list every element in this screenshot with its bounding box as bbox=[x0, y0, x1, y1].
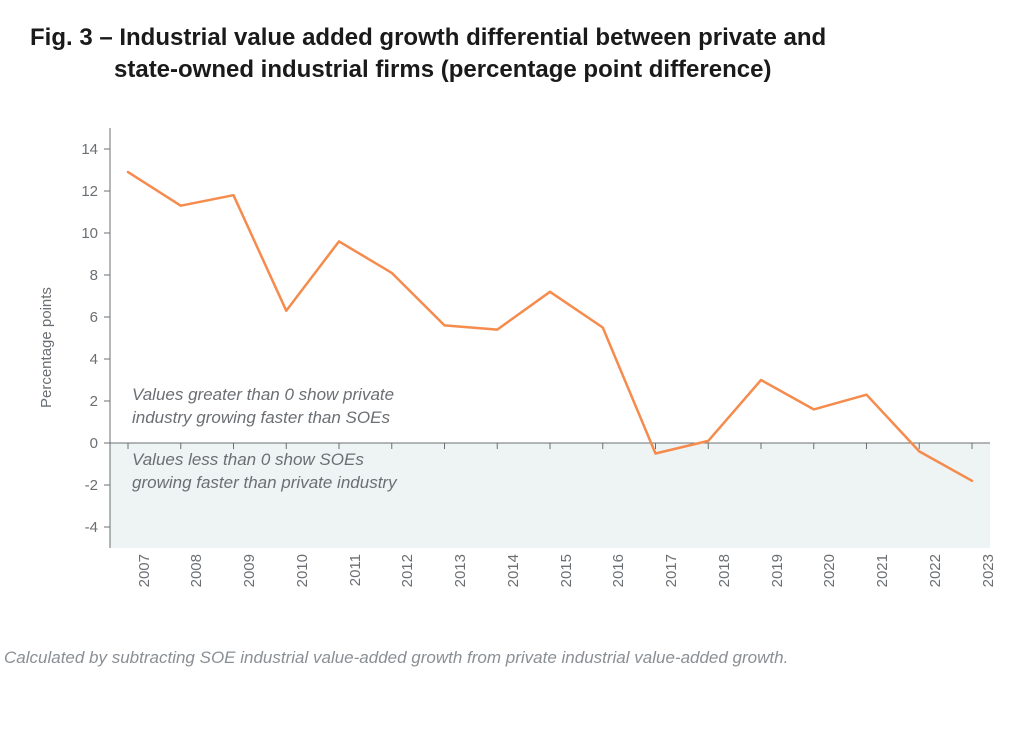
x-tick-label: 2022 bbox=[927, 554, 944, 604]
y-tick-label: 10 bbox=[81, 225, 98, 242]
chart-svg bbox=[0, 0, 1024, 745]
x-tick-label: 2021 bbox=[874, 554, 891, 604]
chart-footnote: Calculated by subtracting SOE industrial… bbox=[4, 648, 788, 668]
y-axis-label: Percentage points bbox=[38, 287, 55, 408]
x-tick-label: 2007 bbox=[136, 554, 153, 604]
x-tick-label: 2014 bbox=[505, 554, 522, 604]
x-tick-label: 2013 bbox=[452, 554, 469, 604]
y-tick-label: 6 bbox=[90, 309, 98, 326]
y-tick-label: 4 bbox=[90, 351, 98, 368]
x-tick-label: 2020 bbox=[821, 554, 838, 604]
figure-container: Fig. 3 – Industrial value added growth d… bbox=[0, 0, 1024, 745]
y-tick-label: 14 bbox=[81, 141, 98, 158]
x-tick-label: 2009 bbox=[241, 554, 258, 604]
x-tick-label: 2016 bbox=[610, 554, 627, 604]
annotation-below-zero: Values less than 0 show SOEsgrowing fast… bbox=[132, 449, 397, 495]
y-tick-label: 2 bbox=[90, 393, 98, 410]
y-tick-label: 12 bbox=[81, 183, 98, 200]
x-tick-label: 2017 bbox=[663, 554, 680, 604]
y-tick-label: -4 bbox=[85, 519, 98, 536]
x-tick-label: 2012 bbox=[399, 554, 416, 604]
x-tick-label: 2015 bbox=[558, 554, 575, 604]
x-tick-label: 2008 bbox=[188, 554, 205, 604]
x-tick-label: 2011 bbox=[347, 554, 364, 604]
y-tick-label: 8 bbox=[90, 267, 98, 284]
y-tick-label: 0 bbox=[90, 435, 98, 452]
y-tick-label: -2 bbox=[85, 477, 98, 494]
annotation-above-zero: Values greater than 0 show privateindust… bbox=[132, 384, 394, 430]
x-tick-label: 2010 bbox=[294, 554, 311, 604]
x-tick-label: 2019 bbox=[769, 554, 786, 604]
x-tick-label: 2018 bbox=[716, 554, 733, 604]
x-tick-label: 2023 bbox=[980, 554, 997, 604]
